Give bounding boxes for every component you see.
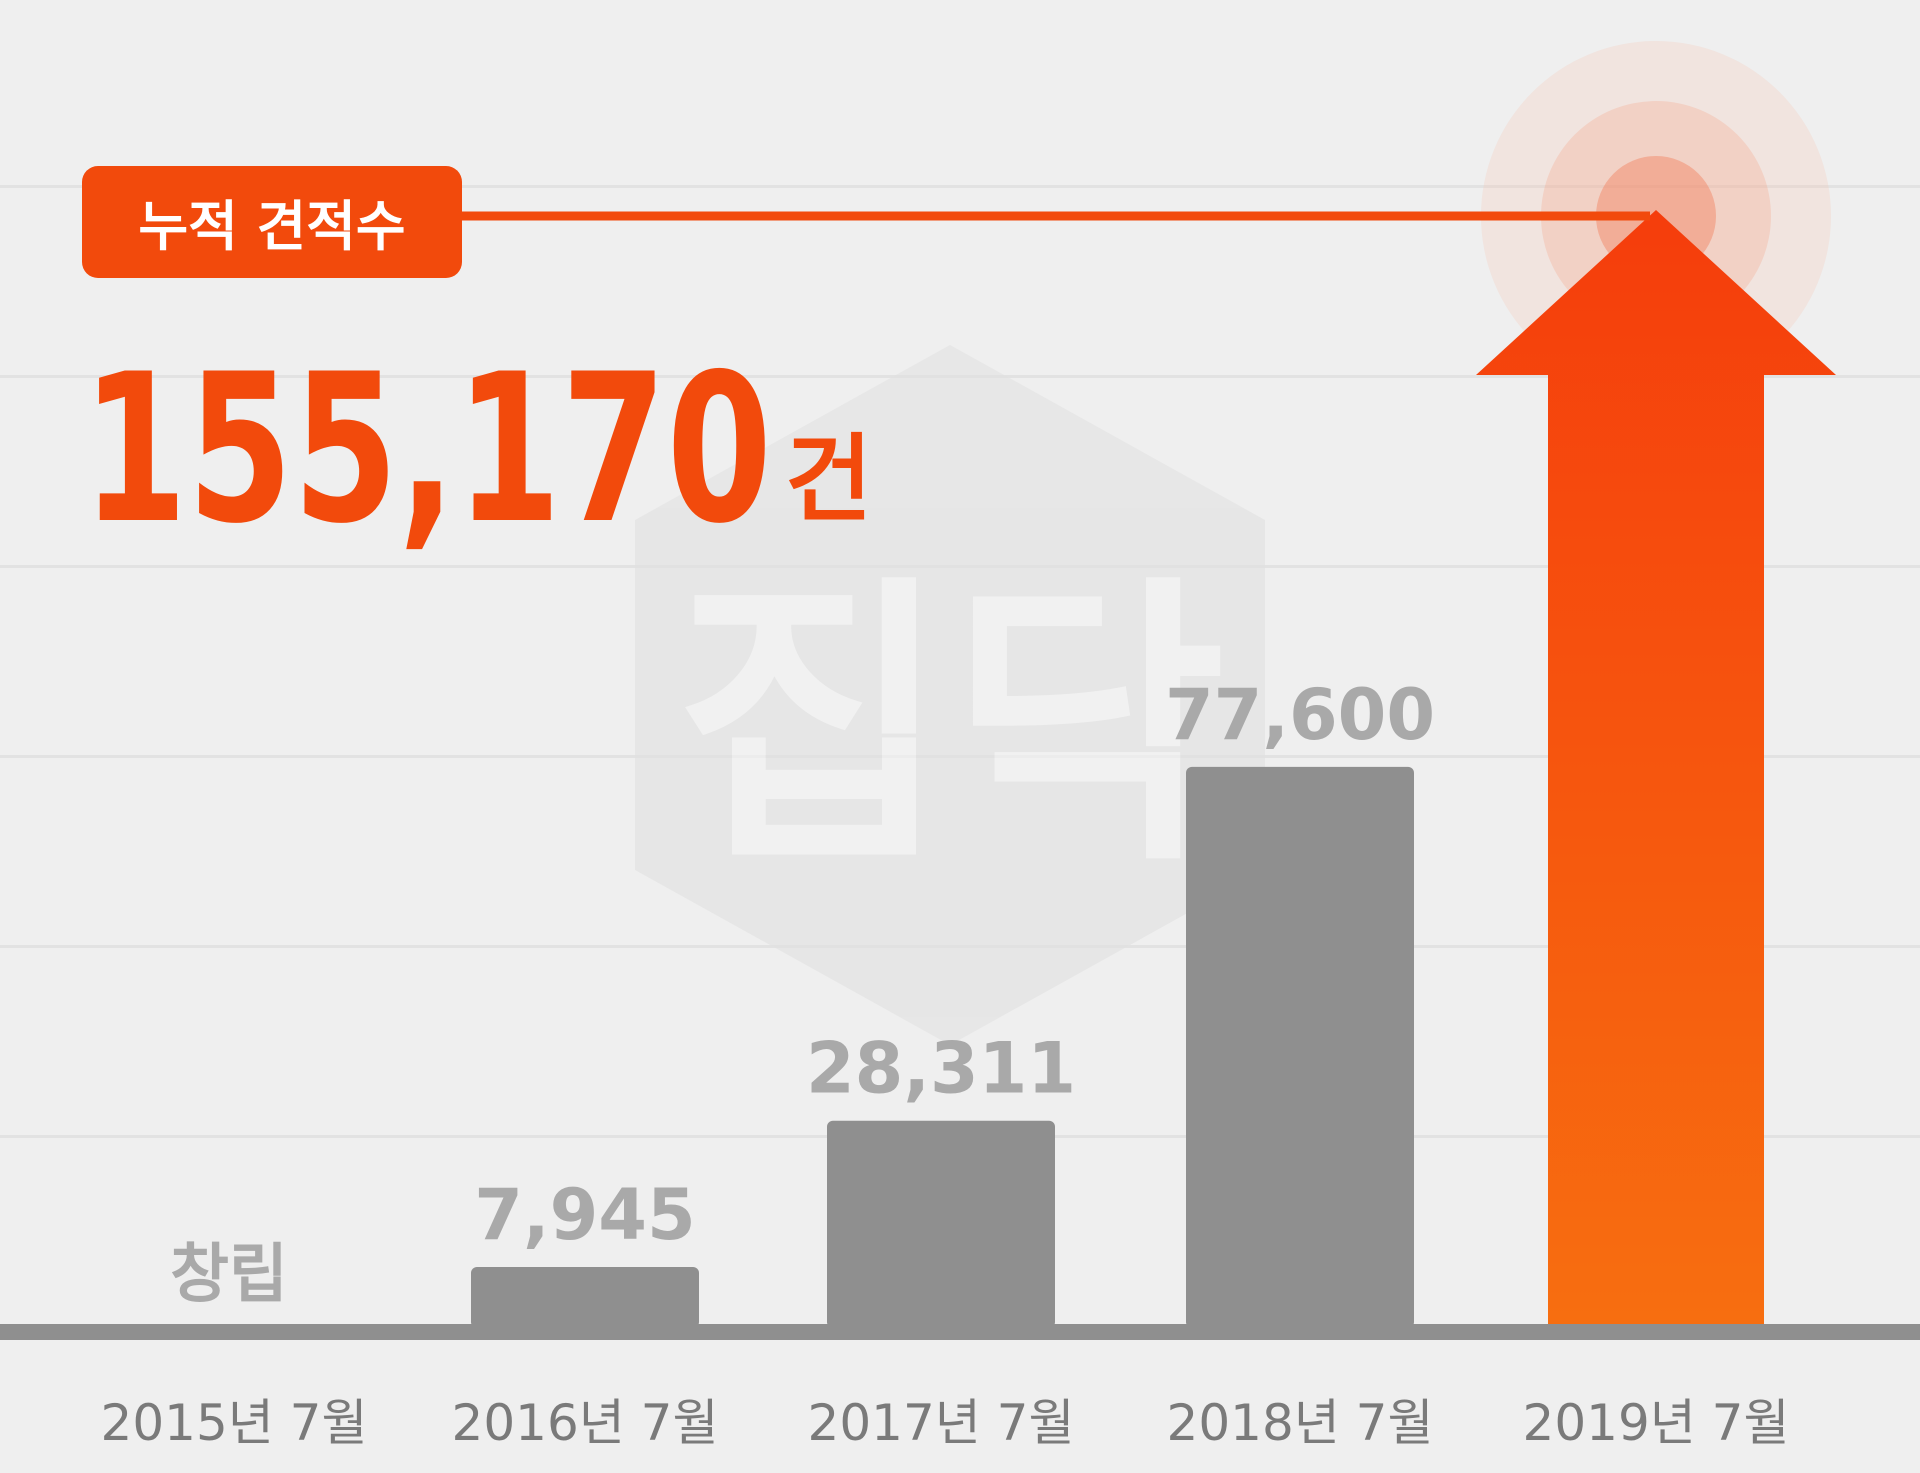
x-tick-label-5: 2019년 7월 <box>1523 1394 1790 1452</box>
data-label-1: 창립 <box>170 1238 288 1312</box>
data-label-4: 77,600 <box>1165 674 1435 756</box>
data-label-3: 28,311 <box>806 1028 1076 1110</box>
watermark-text: 집닥 <box>674 552 1226 901</box>
total-badge: 누적 견적수 <box>82 166 462 278</box>
bar-2 <box>471 1266 699 1328</box>
total-value: 155,170 <box>82 331 772 569</box>
bar-3 <box>827 1120 1055 1328</box>
total-unit: 건 <box>785 425 872 535</box>
data-labels: 창립 7,945 28,311 77,600 <box>170 674 1435 1312</box>
gridline-1 <box>0 185 1920 188</box>
bar-arrow-5 <box>1476 210 1836 1324</box>
watermark-logo: 집닥 <box>635 345 1265 1045</box>
x-tick-label-2: 2016년 7월 <box>452 1394 719 1452</box>
bars <box>471 210 1836 1328</box>
x-tick-label-3: 2017년 7월 <box>808 1394 1075 1452</box>
data-label-2: 7,945 <box>474 1174 695 1256</box>
x-tick-label-1: 2015년 7월 <box>101 1394 368 1452</box>
x-tick-labels: 2015년 7월 2016년 7월 2017년 7월 2018년 7월 2019년 7월 <box>101 1394 1790 1452</box>
x-tick-label-4: 2018년 7월 <box>1167 1394 1434 1452</box>
badge-label: 누적 견적수 <box>138 195 405 258</box>
x-axis-line <box>0 1324 1920 1340</box>
bar-4 <box>1186 766 1414 1328</box>
